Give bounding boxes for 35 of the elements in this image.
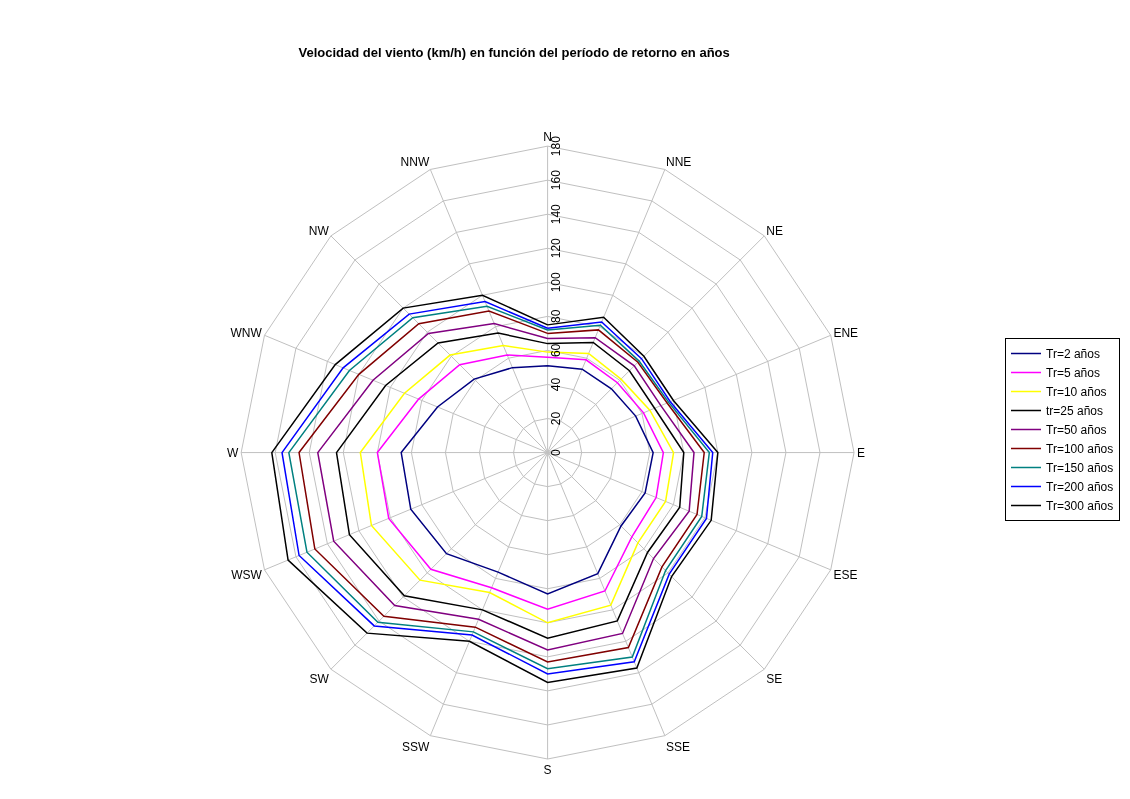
legend-label: Tr=5 años [1046,366,1100,381]
legend-label: Tr=2 años [1046,347,1100,362]
spoke-label: S [543,762,552,777]
spoke-label: SW [309,671,330,686]
spoke-label: WSW [231,568,263,583]
legend-label: Tr=300 años [1046,499,1114,514]
legend-label: Tr=100 años [1046,442,1114,457]
spoke-label: ENE [833,326,859,341]
spoke-label: SE [766,671,783,686]
y-tick-label: 60 [549,343,564,358]
spoke-label: ESE [833,568,858,583]
y-tick-label: 40 [549,377,564,392]
legend-label: Tr=150 años [1046,461,1114,476]
y-tick-label: 0 [549,448,564,456]
spoke-label: SSE [665,740,690,755]
legend-label: Tr=50 años [1046,423,1107,438]
legend-label: Tr=10 años [1046,385,1107,400]
y-tick-label: 140 [549,203,564,225]
y-tick-label: 80 [549,309,564,324]
spoke-label: W [226,445,239,460]
spoke-label: WNW [230,326,263,341]
y-tick-label: 120 [549,237,564,259]
legend-label: Tr=200 años [1046,480,1114,495]
y-tick-label: 100 [549,271,564,293]
spoke-label: NNE [665,155,692,170]
y-tick-label: 20 [549,411,564,426]
spoke-label: N [543,129,552,144]
chart-title: Velocidad del viento (km/h) en función del período de retorno en años [298,45,730,61]
legend-label: tr=25 años [1046,404,1104,419]
spoke-label: E [856,445,865,460]
spoke-label: NW [308,224,330,239]
spoke-label: NNW [400,155,430,170]
y-tick-label: 160 [549,169,564,191]
spoke-label: NE [766,224,783,239]
spoke-label: SSW [401,740,430,755]
